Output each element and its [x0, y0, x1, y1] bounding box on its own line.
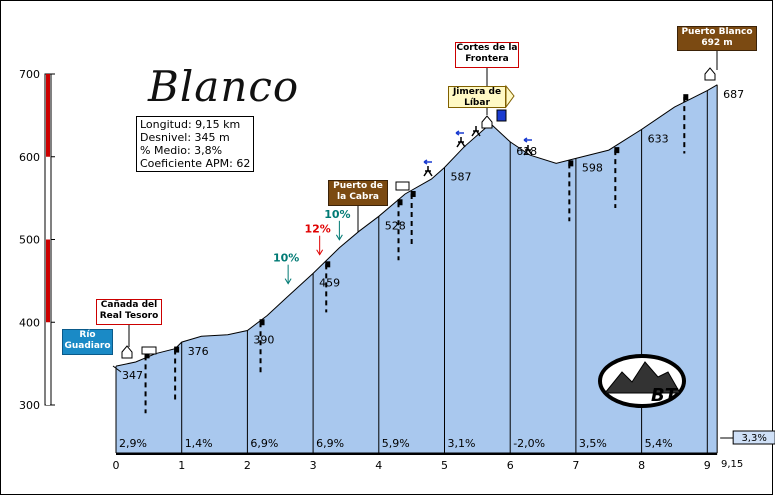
- grade-marker-label: 10%: [273, 252, 299, 265]
- altitude-bar-segment: [46, 74, 50, 157]
- grade-marker-label: 10%: [324, 208, 350, 221]
- point-label: 528: [385, 219, 406, 232]
- dashed-marker-cap: [144, 352, 150, 359]
- altitude-bar-segment: [46, 239, 50, 323]
- bt-logo-mountains: [603, 361, 681, 394]
- dashed-marker-cap: [397, 199, 403, 206]
- segment-grade-label: 1,4%: [185, 437, 213, 450]
- rio-pointer: [112, 365, 122, 373]
- jimera-tag-arrow: [505, 84, 515, 109]
- y-tick-label: 400: [19, 316, 40, 329]
- hiker-icon: [423, 166, 433, 177]
- segment-grade-label: -2,0%: [513, 437, 545, 450]
- label-jimera-libar: Jimera de Líbar: [448, 86, 506, 108]
- y-tick-label: 700: [19, 68, 40, 81]
- tick-labels: 0 1 2 3 4 5 6 7 8 9 9,15: [113, 459, 744, 472]
- y-tick-label: 600: [19, 151, 40, 164]
- baseline-bar: [116, 453, 718, 455]
- x-tick-label: 4: [375, 459, 382, 472]
- dashed-marker-cap: [259, 319, 265, 326]
- point-label: 633: [648, 132, 669, 145]
- direction-arrow-icon: [523, 137, 532, 143]
- decorations: BT: [112, 51, 718, 408]
- chart-title: Blanco: [148, 62, 300, 111]
- segment-grade-label: 6,9%: [316, 437, 344, 450]
- x-tick-label: 7: [572, 459, 579, 472]
- segment-grade-label: 5,9%: [382, 437, 410, 450]
- grade-marker-arrow: [284, 278, 292, 285]
- hiker-icon: [456, 137, 466, 148]
- point-label: 390: [253, 334, 274, 347]
- grade-marker-arrow: [316, 249, 324, 256]
- direction-arrow-icon: [423, 159, 432, 165]
- segment-grade-label: 3,5%: [579, 437, 607, 450]
- final-km-label: 9,15: [721, 459, 743, 470]
- info-length: Longitud: 9,15 km: [140, 118, 241, 131]
- info-elevation-gain: Desnivel: 345 m: [140, 131, 230, 144]
- grade-markers: 10% 12% 10%: [273, 208, 351, 285]
- point-label: 587: [451, 171, 472, 184]
- hiker-icon: [471, 126, 481, 137]
- train-icon: [141, 346, 157, 355]
- grade-marker-arrow: [335, 234, 343, 241]
- label-canada-real-tesoro: Cañada del Real Tesoro: [96, 299, 162, 325]
- altitude-bar-segment: [46, 156, 50, 240]
- dashed-marker-cap: [614, 147, 620, 154]
- x-tick-label: 3: [310, 459, 317, 472]
- bt-logo-text: BT: [651, 385, 679, 406]
- altitude-scale-bar: 300 400 500 600 700: [19, 68, 55, 412]
- last-grade-label: 3,3%: [741, 433, 766, 444]
- info-avg-grade: % Medio: 3,8%: [140, 144, 223, 157]
- y-tick-label: 500: [19, 234, 40, 247]
- x-tick-label: 8: [638, 459, 645, 472]
- x-tick-label: 1: [178, 459, 185, 472]
- dashed-markers: [144, 94, 689, 414]
- y-tick-label: 300: [19, 399, 40, 412]
- house-icon: [704, 67, 716, 81]
- dashed-marker-cap: [410, 190, 416, 197]
- hiker-icon: [523, 145, 533, 156]
- info-icon: [496, 109, 507, 122]
- profile-fill: [116, 84, 718, 454]
- point-label: 347: [122, 369, 143, 382]
- point-label: 687: [723, 88, 744, 101]
- house-icon: [121, 345, 133, 359]
- segment-grade-label: 5,4%: [645, 437, 673, 450]
- info-apm: Coeficiente APM: 62: [140, 157, 251, 170]
- altitude-bar-segment: [46, 322, 50, 405]
- dashed-marker-cap: [325, 261, 331, 268]
- label-puerto-blanco: Puerto Blanco 692 m: [677, 26, 757, 51]
- segment-grade-label: 3,1%: [448, 437, 476, 450]
- label-cortes-frontera: Cortes de la Frontera: [455, 42, 519, 68]
- dashed-marker-cap: [174, 346, 180, 353]
- label-rio-guadiaro: Río Guadiaro: [62, 329, 113, 355]
- point-label: 376: [188, 345, 209, 358]
- point-label: 459: [319, 276, 340, 289]
- dashed-marker-cap: [568, 160, 574, 167]
- dashed-marker-cap: [683, 94, 689, 101]
- x-tick-label: 6: [507, 459, 514, 472]
- point-label: 598: [582, 161, 603, 174]
- label-puerto-cabra: Puerto de la Cabra: [328, 180, 388, 206]
- x-tick-label: 5: [441, 459, 448, 472]
- segment-grade-label: 6,9%: [250, 437, 278, 450]
- bus-icon: [395, 181, 410, 191]
- x-tick-label: 2: [244, 459, 251, 472]
- grade-marker-label: 12%: [304, 223, 330, 236]
- direction-arrow-icon: [455, 130, 464, 136]
- info-box: Longitud: 9,15 km Desnivel: 345 m % Medi…: [136, 116, 254, 172]
- profile-line: [115, 84, 718, 367]
- x-tick-label: 0: [113, 459, 120, 472]
- segment-grades: 2,9% 1,4% 6,9% 6,9% 5,9% 3,1% -2,0% 3,5% 5,4% 3,3…: [119, 430, 775, 450]
- x-tick-label: 9: [704, 459, 711, 472]
- house-icon: [481, 115, 493, 129]
- profile-area: [115, 84, 718, 454]
- segment-grade-label: 2,9%: [119, 437, 147, 450]
